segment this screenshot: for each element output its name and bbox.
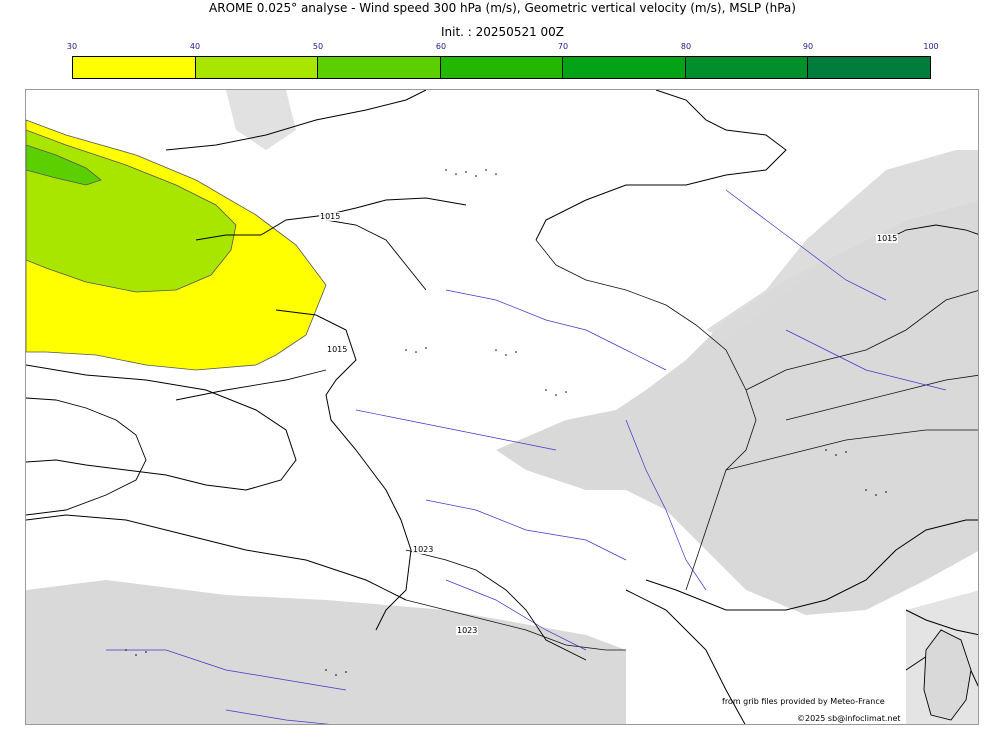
isobar-label: 1015 (876, 234, 899, 243)
isobar-label: 1015 (326, 345, 349, 354)
copyright-credit: ©2025 sb@infoclimat.net (797, 714, 901, 723)
data-source-credit: from grib files provided by Meteo-France (722, 697, 885, 706)
colorbar-tick-100: 100 (923, 42, 939, 51)
colorbar-segment (808, 57, 931, 78)
isobar-label: 1023 (456, 626, 479, 635)
colorbar-segment (318, 57, 441, 78)
init-time: Init. : 20250521 00Z (440, 25, 565, 39)
colorbar-segment (563, 57, 686, 78)
colorbar-tick-40: 40 (189, 42, 201, 51)
isobars (26, 219, 978, 661)
corsica (923, 629, 972, 721)
colorbar-tick-60: 60 (435, 42, 447, 51)
colorbar-tick-80: 80 (680, 42, 692, 51)
weather-map: 1015 1015 1015 1023 1023 (25, 89, 979, 725)
wind-speed-colorbar (72, 56, 931, 79)
colorbar-tick-70: 70 (557, 42, 569, 51)
map-title: AROME 0.025° analyse - Wind speed 300 hP… (209, 1, 796, 15)
colorbar-segment (440, 57, 564, 78)
country-borders (405, 239, 978, 651)
isobar-label: 1015 (319, 212, 342, 221)
colorbar-segment (195, 57, 319, 78)
dotted-contours (125, 169, 887, 676)
jet-stream-shading (26, 119, 327, 371)
colorbar-segment (73, 57, 196, 78)
rivers (106, 189, 947, 724)
colorbar-segment (685, 57, 809, 78)
map-drawing (26, 90, 978, 724)
colorbar-tick-30: 30 (66, 42, 78, 51)
isobar-label: 1023 (412, 545, 435, 554)
colorbar-tick-90: 90 (802, 42, 814, 51)
colorbar-tick-50: 50 (312, 42, 324, 51)
